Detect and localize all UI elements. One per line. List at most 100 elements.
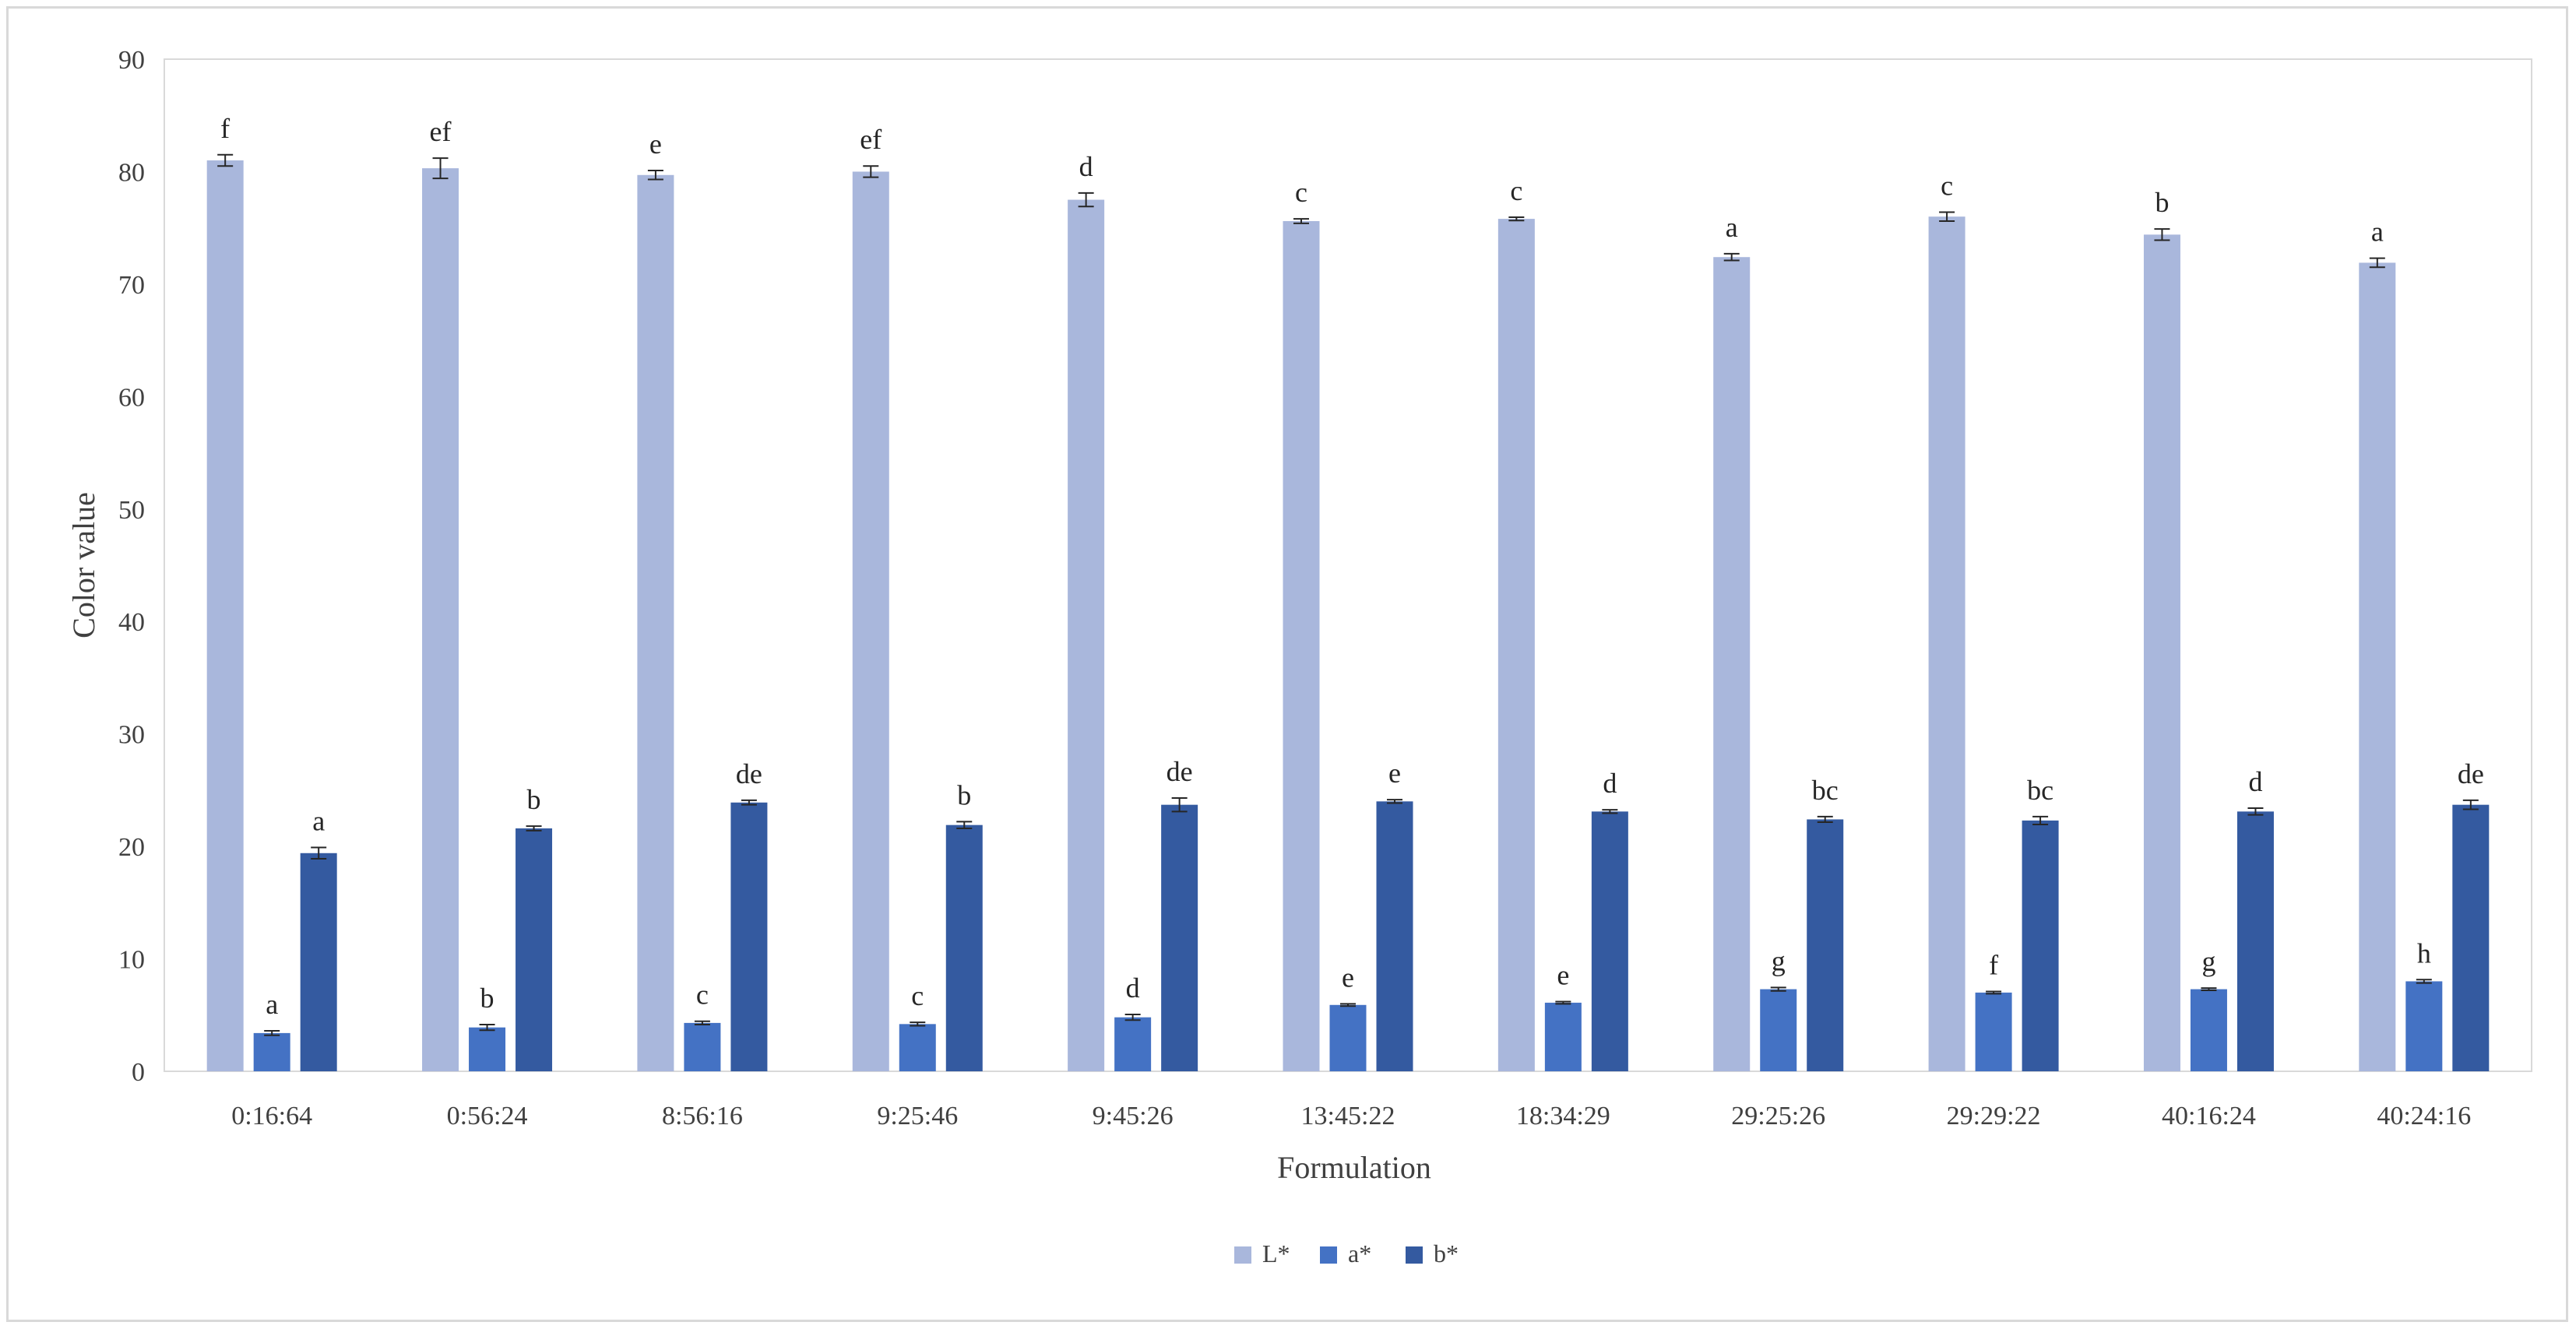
legend-swatch bbox=[1320, 1246, 1337, 1264]
bar bbox=[2190, 989, 2227, 1071]
significance-label: a bbox=[312, 806, 325, 837]
significance-label: d bbox=[1126, 972, 1140, 1004]
significance-label: e bbox=[649, 128, 662, 160]
x-tick-label: 9:25:46 bbox=[877, 1102, 958, 1130]
significance-label: ef bbox=[430, 116, 452, 147]
significance-label: e bbox=[1342, 962, 1354, 993]
bar bbox=[1329, 1004, 1367, 1071]
bar bbox=[852, 171, 889, 1071]
x-tick-label: 13:45:22 bbox=[1301, 1102, 1395, 1130]
significance-label: de bbox=[2458, 758, 2484, 789]
significance-label: a bbox=[2371, 216, 2384, 248]
legend-swatch bbox=[1406, 1246, 1423, 1264]
significance-label: de bbox=[1167, 756, 1193, 787]
chart-frame: 0 10 20 30 40 50 60 70 80 90 0:16:64 0:56:24 8:56:1… bbox=[6, 6, 2568, 1322]
bar bbox=[469, 1027, 506, 1071]
bar bbox=[1591, 811, 1628, 1071]
bar bbox=[945, 824, 983, 1071]
x-tick-label: 0:16:64 bbox=[231, 1102, 312, 1130]
bar-chart: 0 10 20 30 40 50 60 70 80 90 0:16:64 0:56:24 8:56:1… bbox=[66, 46, 2532, 1267]
significance-label: b bbox=[527, 784, 541, 815]
significance-label: ef bbox=[860, 124, 882, 155]
y-tick-label: 50 bbox=[118, 496, 145, 525]
significance-label: a bbox=[1726, 212, 1738, 243]
significance-label: d bbox=[1603, 768, 1617, 799]
significance-label: g bbox=[2201, 946, 2215, 977]
x-tick-label: 29:25:26 bbox=[1731, 1102, 1825, 1130]
x-tick-label: 18:34:29 bbox=[1516, 1102, 1610, 1130]
bar bbox=[2405, 981, 2443, 1071]
bar bbox=[684, 1022, 721, 1071]
bar bbox=[1760, 989, 1797, 1071]
bar bbox=[1544, 1002, 1582, 1071]
y-tick-label: 30 bbox=[118, 721, 145, 750]
significance-label: bc bbox=[2027, 775, 2053, 806]
significance-label: f bbox=[1989, 949, 1998, 980]
x-tick-label: 29:29:22 bbox=[1947, 1102, 2041, 1130]
x-axis: 0:16:64 0:56:24 8:56:16 9:25:46 9:45:26 13:45… bbox=[231, 1102, 2471, 1130]
bar bbox=[2236, 811, 2274, 1071]
bar bbox=[2359, 262, 2396, 1071]
legend: L* a* b* bbox=[1234, 1239, 1459, 1267]
significance-label: e bbox=[1388, 758, 1401, 789]
bar bbox=[2452, 804, 2490, 1071]
significance-label: d bbox=[2248, 766, 2262, 797]
bar bbox=[1928, 216, 1965, 1072]
legend-swatch bbox=[1234, 1246, 1251, 1264]
significance-label: c bbox=[911, 980, 924, 1011]
bar bbox=[1114, 1017, 1152, 1071]
bar bbox=[516, 828, 553, 1071]
y-axis: 0 10 20 30 40 50 60 70 80 90 bbox=[118, 46, 145, 1087]
legend-label: a* bbox=[1348, 1239, 1371, 1267]
significance-label: b bbox=[2155, 187, 2169, 218]
bars: f a a ef b b e c de ef c b d d de c e e c e d a g bc c f bc b g d a h de bbox=[206, 113, 2490, 1072]
significance-label: b bbox=[957, 779, 971, 810]
x-axis-title: Formulation bbox=[1277, 1150, 1431, 1185]
bar bbox=[1068, 199, 1105, 1071]
y-tick-label: 60 bbox=[118, 383, 145, 412]
x-tick-label: 40:24:16 bbox=[2377, 1102, 2471, 1130]
significance-label: h bbox=[2417, 937, 2431, 969]
y-tick-label: 70 bbox=[118, 271, 145, 300]
legend-label: L* bbox=[1262, 1239, 1290, 1267]
bar bbox=[1807, 819, 1844, 1071]
significance-label: f bbox=[220, 113, 230, 144]
y-tick-label: 0 bbox=[132, 1058, 145, 1087]
bar bbox=[253, 1032, 290, 1071]
significance-label: e bbox=[1557, 959, 1569, 990]
x-tick-label: 0:56:24 bbox=[447, 1102, 528, 1130]
x-tick-label: 9:45:26 bbox=[1093, 1102, 1174, 1130]
significance-label: a bbox=[266, 989, 278, 1020]
bar bbox=[2143, 234, 2180, 1071]
bar bbox=[1283, 221, 1320, 1071]
significance-label: c bbox=[696, 979, 709, 1011]
significance-label: c bbox=[1295, 177, 1307, 208]
bar bbox=[899, 1024, 936, 1071]
y-tick-label: 40 bbox=[118, 608, 145, 637]
x-tick-label: 8:56:16 bbox=[662, 1102, 743, 1130]
bar bbox=[637, 174, 674, 1071]
significance-label: g bbox=[1772, 945, 1786, 976]
y-tick-label: 10 bbox=[118, 946, 145, 975]
bar bbox=[1713, 257, 1751, 1072]
y-tick-label: 20 bbox=[118, 833, 145, 862]
bar bbox=[1497, 219, 1535, 1072]
significance-label: d bbox=[1079, 151, 1093, 182]
bar bbox=[206, 160, 244, 1071]
significance-label: de bbox=[736, 758, 762, 789]
significance-label: bc bbox=[1812, 775, 1839, 806]
significance-label: b bbox=[480, 983, 494, 1014]
x-tick-label: 40:16:24 bbox=[2162, 1102, 2256, 1130]
bar bbox=[1376, 801, 1413, 1071]
significance-label: c bbox=[1941, 170, 1953, 201]
bar bbox=[422, 168, 459, 1072]
bar bbox=[1975, 992, 2012, 1071]
bar bbox=[300, 853, 337, 1071]
y-tick-label: 90 bbox=[118, 46, 145, 75]
y-axis-title: Color value bbox=[66, 492, 101, 638]
bar bbox=[730, 802, 768, 1071]
significance-label: c bbox=[1510, 175, 1522, 206]
bar bbox=[1161, 804, 1198, 1071]
bar bbox=[2022, 820, 2059, 1071]
legend-label: b* bbox=[1434, 1239, 1459, 1267]
